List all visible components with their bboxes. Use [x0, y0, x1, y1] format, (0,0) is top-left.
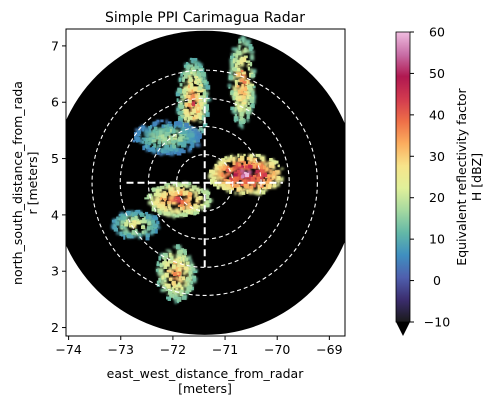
echo-central-convective-line	[208, 153, 284, 196]
colorbar-tick-label: 10	[429, 232, 445, 247]
colorbar: −10 0 10 20 30 40 50 60 Equivalent reflectivity…	[395, 25, 484, 336]
x-tick-label: −69	[316, 342, 342, 357]
x-axis-label: east_west_distance_from_radar	[107, 366, 305, 381]
echo-layer	[111, 35, 284, 304]
colorbar-ticks: −10 0 10 20 30 40 50 60	[410, 25, 450, 330]
y-axis: 2 3 4 5 6 7	[51, 38, 66, 335]
y-tick-label: 2	[51, 320, 59, 335]
y-axis-label: north_south_distance_from_rada	[10, 81, 25, 285]
x-tick-label: −74	[55, 342, 81, 357]
x-axis-label-line2: [meters]	[178, 381, 232, 396]
colorbar-gradient	[396, 32, 410, 322]
y-axis-label-line2: r [meters]	[25, 152, 40, 215]
echo-west-fragments	[111, 209, 161, 241]
echo-southwest-band	[144, 181, 213, 219]
range-ring	[91, 69, 318, 296]
y-tick-label: 5	[51, 151, 59, 166]
colorbar-tick-label: 60	[429, 25, 445, 40]
crosshair	[126, 98, 283, 268]
echo-north-band	[175, 57, 212, 144]
x-tick-label: −70	[264, 342, 290, 357]
colorbar-tick-label: 30	[429, 149, 445, 164]
plot-frame	[65, 28, 346, 337]
x-axis: −74 −73 −72 −71 −70 −69	[55, 336, 343, 357]
colorbar-label-line2: H [dBZ]	[469, 153, 484, 201]
colorbar-tick-label: 20	[429, 190, 445, 205]
plot-area	[66, 29, 345, 336]
colorbar-tick-label: 0	[433, 273, 441, 288]
y-tick-label: 6	[51, 95, 59, 110]
y-tick-label: 3	[51, 264, 59, 279]
colorbar-label: Equivalent reflectivity factor	[454, 87, 469, 265]
colorbar-tick-label: 50	[429, 66, 445, 81]
x-tick-label: −73	[108, 342, 134, 357]
range-ring	[119, 97, 290, 268]
colorbar-frame	[395, 31, 411, 323]
echo-northeast-band	[227, 35, 257, 129]
chart-title: Simple PPI Carimagua Radar	[105, 10, 305, 26]
x-tick-label: −72	[160, 342, 186, 357]
colorbar-tick-label: 40	[429, 107, 445, 122]
colorbar-extend-min	[396, 322, 410, 336]
y-tick-label: 4	[51, 207, 59, 222]
colorbar-tick-label: −10	[424, 315, 450, 330]
x-tick-label: −71	[212, 342, 238, 357]
y-tick-label: 7	[51, 38, 59, 53]
